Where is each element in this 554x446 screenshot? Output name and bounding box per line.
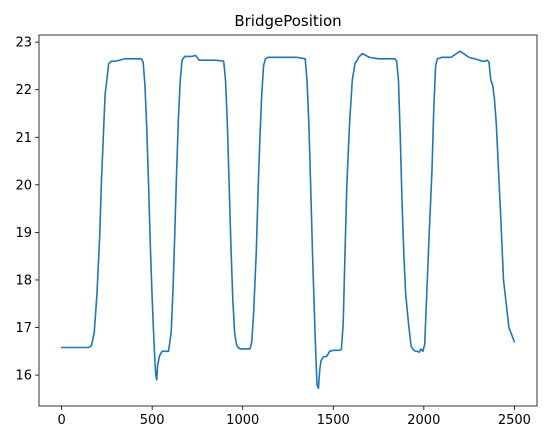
y-tick-label: 17 <box>15 321 32 336</box>
y-tick-label: 23 <box>15 36 32 51</box>
x-tick-label: 0 <box>57 413 65 428</box>
x-tick-label: 1000 <box>226 413 259 428</box>
y-tick-label: 22 <box>15 83 32 98</box>
series-line-BridgePosition <box>60 50 516 390</box>
x-tick-label: 500 <box>140 413 165 428</box>
y-tick-label: 18 <box>15 273 32 288</box>
axes-frame <box>38 34 538 407</box>
x-tick-label: 1500 <box>317 413 350 428</box>
y-tick-label: 19 <box>15 226 32 241</box>
chart-title: BridgePosition <box>234 12 341 30</box>
plot-area: 0 500 1000 1500 2000 2500 16 17 18 19 20 21 22 23 <box>15 34 538 428</box>
y-tick-label: 20 <box>15 178 32 193</box>
y-tick-label: 21 <box>15 131 32 146</box>
x-tick-label: 2000 <box>407 413 440 428</box>
x-tick-label: 2500 <box>498 413 531 428</box>
y-tick-label: 16 <box>15 369 32 384</box>
